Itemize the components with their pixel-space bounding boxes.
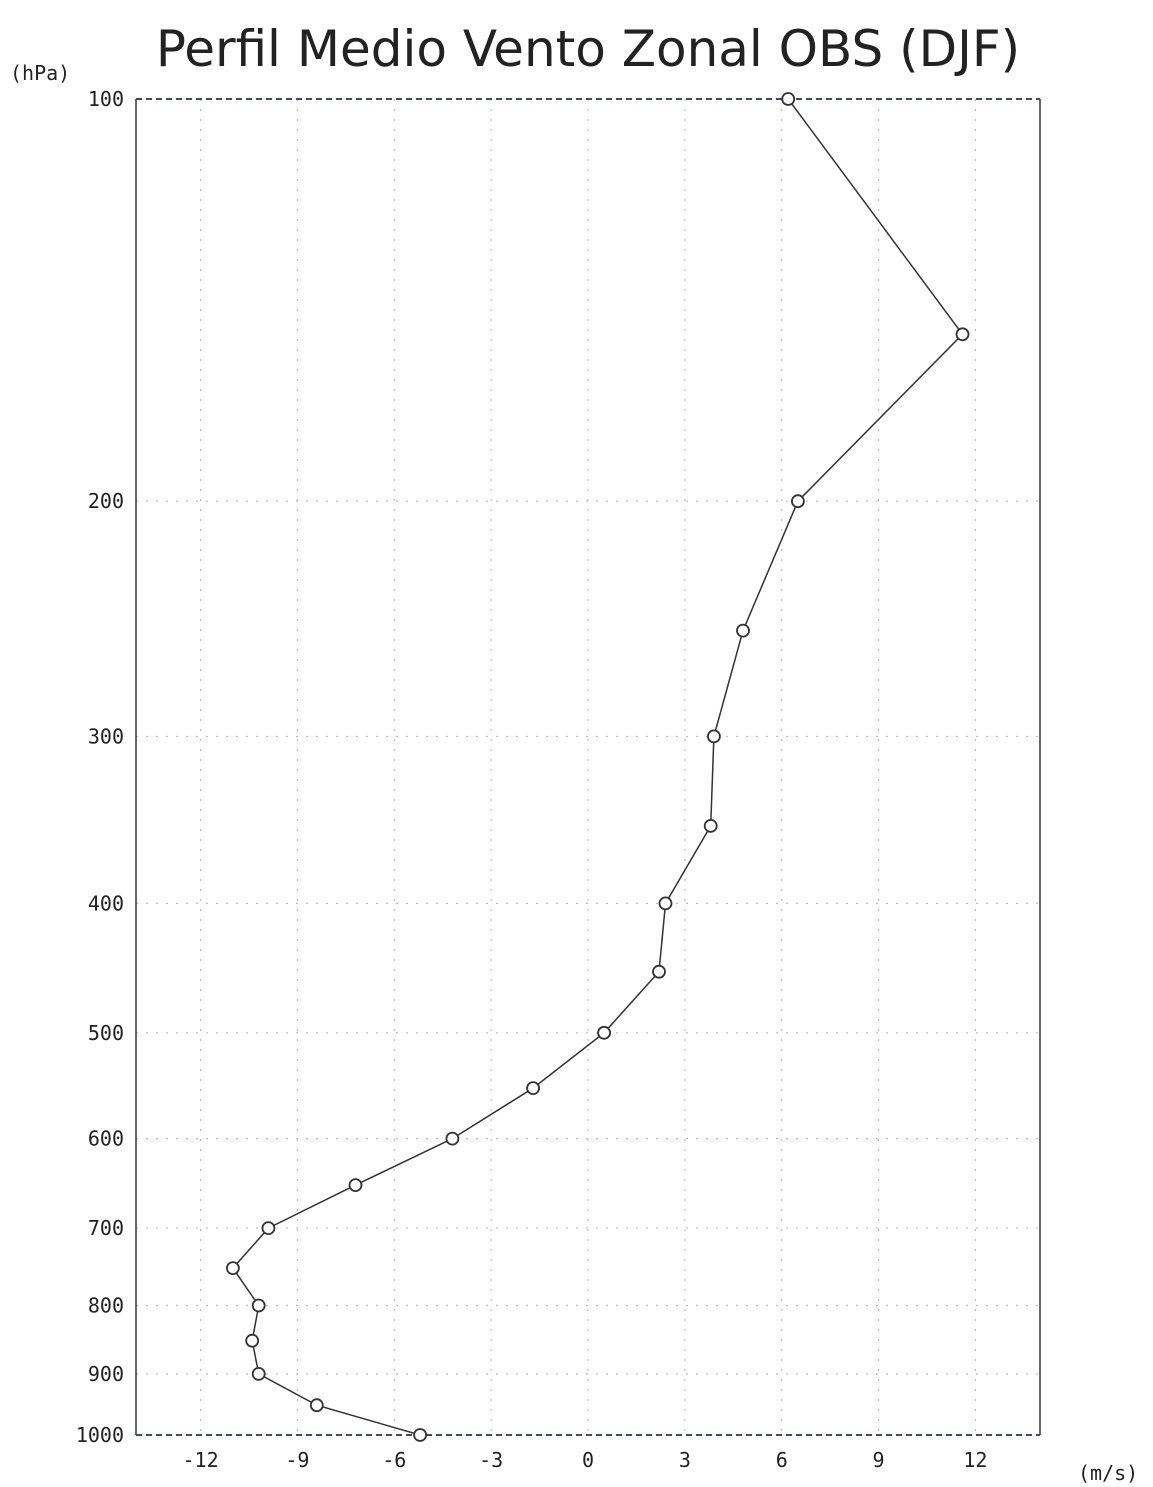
x-axis-ticks: -12 -9 -6 -3 0 3 6 9 12 <box>183 1448 988 1472</box>
data-point <box>955 327 970 342</box>
data-point <box>597 1025 611 1040</box>
data-point <box>245 1333 260 1348</box>
x-axis-label: (m/s) <box>1078 1461 1138 1485</box>
data-point <box>225 1261 240 1275</box>
data-point <box>348 1178 363 1192</box>
data-point <box>736 623 750 638</box>
y-axis-label: (hPa) <box>10 61 70 85</box>
x-tick-label: 3 <box>679 1448 691 1472</box>
y-tick-label: 900 <box>88 1362 124 1386</box>
y-tick-label: 1000 <box>76 1423 124 1447</box>
x-tick-label: -3 <box>479 1448 503 1472</box>
x-tick-label: 9 <box>873 1448 885 1472</box>
data-point <box>703 819 718 833</box>
x-tick-label: 0 <box>582 1448 594 1472</box>
chart-title: Perfil Medio Vento Zonal OBS (DJF) <box>156 20 1020 78</box>
grid <box>136 99 1040 1435</box>
data-point <box>261 1221 276 1235</box>
y-tick-label: 100 <box>88 87 124 111</box>
y-tick-label: 500 <box>88 1021 124 1045</box>
data-point <box>413 1428 428 1442</box>
y-tick-label: 400 <box>88 891 124 915</box>
data-point <box>652 964 666 979</box>
data-point <box>526 1081 540 1095</box>
x-tick-label: -6 <box>382 1448 406 1472</box>
y-tick-label: 800 <box>88 1294 124 1318</box>
data-point <box>251 1367 266 1381</box>
data-point <box>658 896 673 911</box>
y-tick-label: 700 <box>88 1216 124 1240</box>
y-tick-label: 300 <box>88 724 124 748</box>
data-point <box>781 92 796 106</box>
x-tick-label: -9 <box>285 1448 309 1472</box>
data-point <box>445 1131 460 1146</box>
data-point <box>251 1298 266 1313</box>
y-tick-label: 600 <box>88 1127 124 1151</box>
plot-frame <box>135 98 1041 1436</box>
x-tick-label: 6 <box>776 1448 788 1472</box>
data-point <box>791 494 805 509</box>
x-tick-label: 12 <box>963 1448 987 1472</box>
data-point <box>707 729 721 744</box>
series-group <box>225 92 970 1442</box>
y-axis-ticks: 100 200 300 400 500 600 700 800 900 1000 <box>76 87 124 1447</box>
series-line <box>231 98 964 1436</box>
data-point <box>309 1398 324 1413</box>
y-tick-label: 200 <box>88 489 124 513</box>
x-tick-label: -12 <box>183 1448 219 1472</box>
